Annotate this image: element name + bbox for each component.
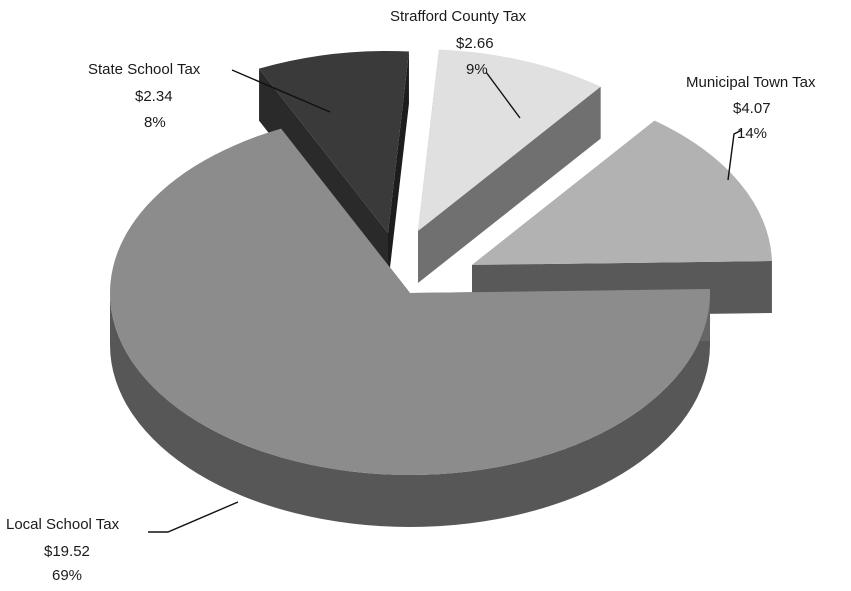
slice-value-strafford-county-tax: $2.66 — [456, 35, 494, 52]
leader-line-strafford-county-tax — [485, 71, 521, 119]
pie-slice-top-state-school-tax — [259, 51, 409, 233]
slice-value-municipal-town-tax: $4.07 — [733, 100, 771, 117]
slice-percent-municipal-town-tax: 14% — [737, 125, 767, 142]
slice-label-local-school-tax: Local School Tax — [6, 516, 120, 533]
pie-slice-top-strafford-county-tax — [418, 49, 601, 232]
slice-percent-local-school-tax: 69% — [52, 567, 82, 584]
slice-percent-strafford-county-tax: 9% — [466, 61, 488, 78]
leader-line-state-school-tax — [231, 69, 331, 113]
slice-label-municipal-town-tax: Municipal Town Tax — [686, 74, 816, 91]
pie-slice-local-school-tax — [109, 128, 711, 527]
pie-slice-cut-state-school-tax — [388, 51, 409, 286]
slice-label-state-school-tax: State School Tax — [88, 61, 201, 78]
pie-slice-cut-strafford-county-tax — [418, 86, 601, 283]
slice-value-state-school-tax: $2.34 — [135, 88, 173, 105]
slice-percent-state-school-tax: 8% — [144, 114, 166, 131]
leader-line-local-school-tax — [148, 501, 239, 533]
pie-slice-strafford-county-tax — [418, 49, 601, 284]
slice-label-strafford-county-tax: Strafford County Tax — [390, 8, 527, 25]
pie-slice-top-local-school-tax — [109, 128, 711, 476]
pie-slice-side-local-school-tax — [110, 293, 710, 527]
slice-value-local-school-tax: $19.52 — [44, 543, 90, 560]
pie-slice-top-municipal-town-tax — [472, 120, 772, 265]
leader-line-municipal-town-tax — [727, 129, 743, 181]
